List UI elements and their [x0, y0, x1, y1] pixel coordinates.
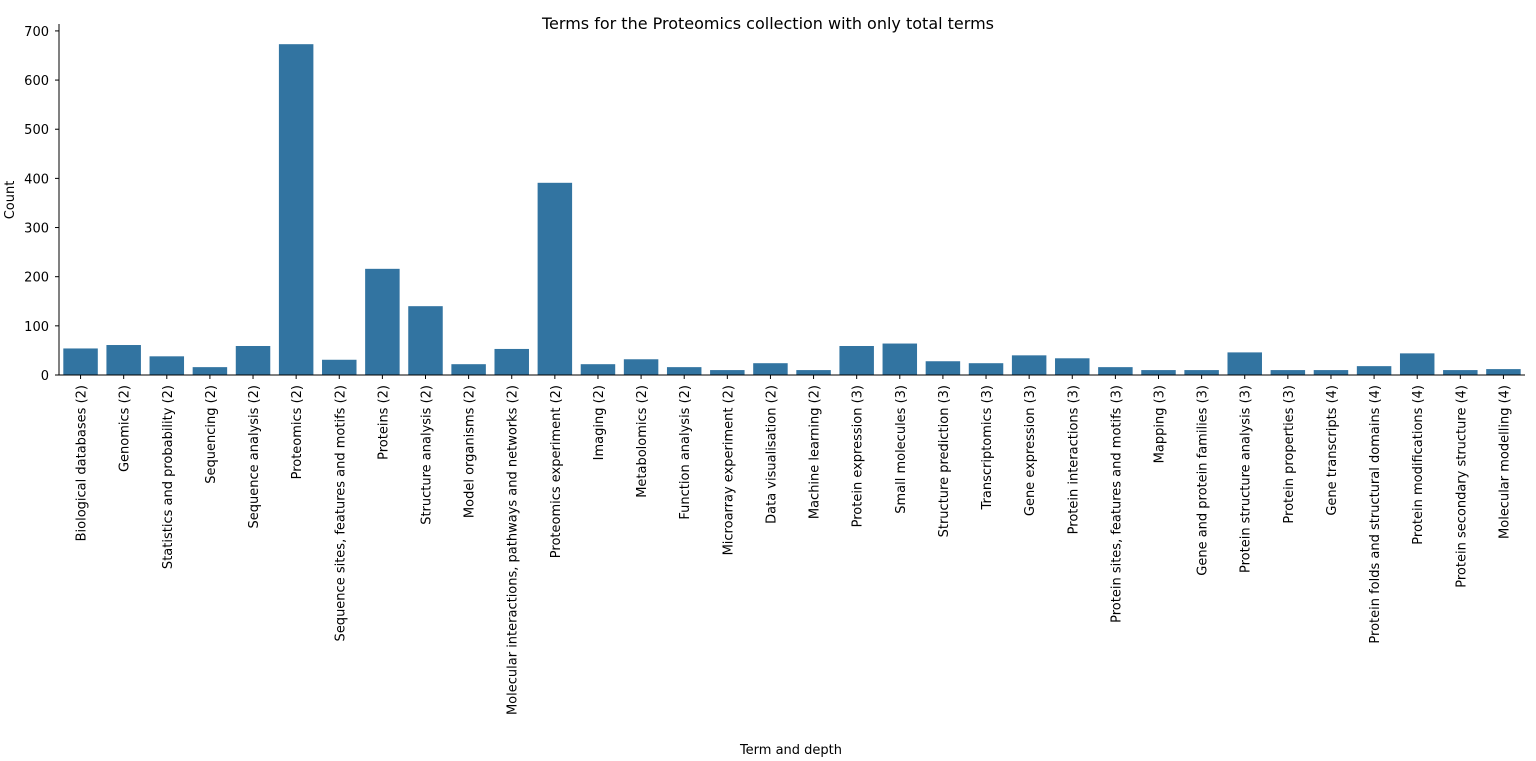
bar: [149, 356, 185, 375]
x-tick-label: Small molecules (3): [894, 385, 909, 514]
bar: [106, 345, 141, 375]
x-tick-label: Mapping (3): [1153, 385, 1168, 463]
y-tick-label: 100: [24, 320, 49, 335]
bar: [235, 346, 271, 375]
x-tick-label: Transcriptomics (3): [980, 385, 995, 511]
x-tick-label: Structure analysis (2): [420, 385, 435, 525]
bar: [322, 359, 357, 375]
x-tick-label: Imaging (2): [592, 385, 607, 460]
bar: [580, 364, 616, 375]
x-tick-label: Sequencing (2): [204, 385, 219, 484]
bar: [365, 268, 400, 375]
bar: [839, 346, 874, 375]
x-axis-label: Term and depth: [739, 743, 842, 758]
x-tick-label: Molecular modelling (4): [1497, 385, 1512, 539]
bar: [192, 367, 228, 375]
bar: [623, 359, 659, 375]
x-tick-label: Genomics (2): [118, 385, 133, 472]
x-axis: Biological databases (2) Genomics (2) Stat…: [59, 374, 1525, 715]
x-tick-label: Protein folds and structural domains (4): [1368, 385, 1383, 644]
x-tick-label: Biological databases (2): [75, 385, 90, 541]
x-tick-label: Protein properties (3): [1282, 385, 1297, 524]
y-axis: 0 100 200 300 400 500 600 700: [24, 24, 60, 384]
y-tick-label: 400: [24, 172, 49, 187]
x-tick-label: Metabolomics (2): [635, 385, 650, 498]
y-tick-label: 0: [41, 369, 49, 384]
bar: [710, 370, 745, 375]
bar: [1055, 358, 1090, 375]
bar: [1313, 370, 1349, 375]
bar: [1098, 367, 1133, 375]
bar: [968, 363, 1004, 375]
bar: [1486, 369, 1521, 375]
x-tick-label: Sequence sites, features and motifs (2): [333, 385, 348, 641]
x-tick-label: Function analysis (2): [678, 385, 693, 520]
bar: [278, 44, 314, 375]
y-tick-label: 700: [24, 25, 49, 40]
x-tick-label: Protein interactions (3): [1066, 385, 1081, 534]
bar: [796, 370, 831, 375]
y-axis-label: Count: [3, 181, 18, 220]
x-tick-label: Microarray experiment (2): [721, 385, 736, 555]
x-tick-label: Protein modifications (4): [1411, 385, 1426, 545]
y-tick-label: 300: [24, 222, 49, 237]
bar: [451, 364, 486, 375]
x-tick-label: Molecular interactions, pathways and net…: [506, 385, 521, 715]
bar: [1184, 370, 1219, 375]
y-tick-label: 600: [24, 74, 49, 89]
bar: [925, 361, 961, 375]
bar: [1356, 366, 1392, 375]
x-tick-label: Protein sites, features and motifs (3): [1109, 385, 1124, 623]
x-tick-label: Statistics and probability (2): [161, 385, 176, 569]
bar: [753, 363, 788, 375]
y-tick-label: 200: [24, 271, 49, 286]
x-tick-label: Proteins (2): [376, 385, 391, 460]
bar: [1011, 355, 1047, 375]
bar: [1443, 370, 1478, 375]
x-tick-label: Proteomics (2): [290, 385, 305, 479]
x-tick-label: Data visualisation (2): [764, 385, 779, 524]
x-tick-label: Gene transcripts (4): [1325, 385, 1340, 516]
bar: [537, 182, 573, 375]
x-tick-label: Gene and protein families (3): [1196, 385, 1211, 576]
bar: [63, 348, 98, 375]
y-tick-label: 500: [24, 123, 49, 138]
x-tick-label: Proteomics experiment (2): [549, 385, 564, 558]
bars-layer: [63, 44, 1521, 375]
chart-title: Terms for the Proteomics collection with…: [541, 14, 994, 33]
bar: [494, 348, 529, 375]
bar: [1270, 370, 1306, 375]
x-tick-label: Structure prediction (3): [937, 385, 952, 537]
bar: [666, 367, 702, 375]
x-tick-label: Machine learning (2): [808, 385, 823, 519]
x-tick-label: Protein structure analysis (3): [1239, 385, 1254, 573]
bar: [408, 306, 443, 375]
bar: [882, 343, 918, 375]
x-tick-label: Sequence analysis (2): [247, 385, 262, 528]
x-tick-label: Gene expression (3): [1023, 385, 1038, 516]
x-tick-label: Model organisms (2): [463, 385, 478, 518]
bar: [1141, 370, 1176, 375]
bar: [1399, 353, 1435, 375]
x-tick-label: Protein expression (3): [851, 385, 866, 527]
bar: [1227, 352, 1262, 375]
x-tick-label: Protein secondary structure (4): [1454, 385, 1469, 588]
